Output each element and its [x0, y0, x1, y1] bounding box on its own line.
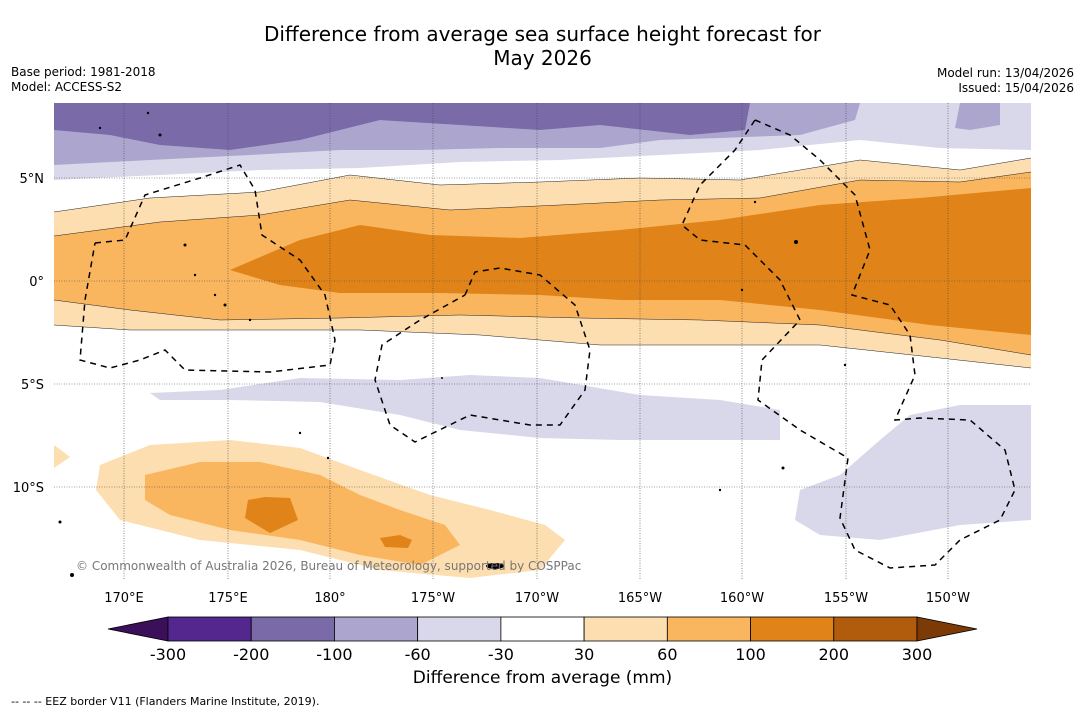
island-14: [718, 488, 722, 492]
colorbar-segment: [167, 616, 252, 642]
lon-label-180: 180°: [314, 591, 345, 606]
lon-label-175w: 175°W: [411, 591, 455, 606]
lon-label-150w: 150°W: [926, 591, 970, 606]
model-name: Model: ACCESS-S2: [11, 80, 123, 94]
contour-neg60-ne-patch: [955, 103, 1000, 130]
colorbar-segment: [250, 616, 335, 642]
island-4: [183, 243, 187, 247]
contour-lines: [54, 157, 1031, 369]
colorbar-tick-label: 60: [657, 645, 677, 664]
colorbar-tick-label: -300: [150, 645, 186, 664]
island-17: [298, 431, 302, 435]
issued-date: Issued: 15/04/2026: [958, 81, 1074, 95]
colorbar-min-arrow: [107, 616, 169, 642]
meta-right: Model run: 13/04/2026 Issued: 15/04/2026: [937, 66, 1074, 96]
island-12: [843, 363, 847, 367]
lon-label-170e: 170°E: [104, 591, 144, 606]
title-line-1: Difference from average sea surface heig…: [263, 22, 822, 46]
lat-label-0: 0°: [29, 275, 44, 290]
island-20: [486, 563, 504, 569]
colorbar: -300 -200 -100 -60 -30 30 60 100 200 300: [107, 616, 978, 664]
island-7: [223, 303, 227, 307]
island-5: [193, 273, 197, 277]
lon-labels: 170°E 175°E 180° 175°W 170°W 165°W 160°W…: [104, 591, 970, 606]
lat-label-5s: 5°S: [21, 378, 44, 393]
island-13: [781, 466, 785, 470]
colorbar-max-arrow: [916, 616, 978, 642]
colorbar-segment: [666, 616, 751, 642]
colorbar-tick-label: -200: [233, 645, 269, 664]
lat-label-10s: 10°S: [13, 481, 44, 496]
contour-neg30-south: [150, 375, 780, 440]
colorbar-tick-label: -100: [316, 645, 352, 664]
island-8: [248, 318, 252, 322]
colorbar-segment: [583, 616, 668, 642]
colorbar-ticks: -300 -200 -100 -60 -30 30 60 100 200 300: [150, 645, 932, 664]
colorbar-tick-label: 30: [574, 645, 594, 664]
colorbar-segment: [833, 616, 918, 642]
contour-pos100-south-b: [380, 535, 412, 548]
chart-title: Difference from average sea surface heig…: [0, 22, 1085, 70]
colorbar-segments: [167, 616, 918, 642]
island-18: [58, 520, 62, 524]
colorbar-segment: [334, 616, 419, 642]
copyright-notice: © Commonwealth of Australia 2026, Bureau…: [76, 559, 581, 573]
contour-fields: © Commonwealth of Australia 2026, Bureau…: [54, 103, 1031, 580]
contour-line-1: [54, 157, 1031, 213]
lon-label-170w: 170°W: [515, 591, 559, 606]
contour-pos100: [230, 188, 1031, 335]
island-16: [326, 456, 330, 460]
eez-border-central: [374, 267, 591, 443]
island-6: [213, 293, 217, 297]
eez-footnote: -- -- -- EEZ border V11 (Flanders Marine…: [11, 695, 320, 708]
colorbar-tick-label: 300: [902, 645, 933, 664]
lon-label-160w: 160°W: [720, 591, 764, 606]
contour-line-3: [54, 299, 1031, 356]
colorbar-segment: [500, 616, 585, 642]
lat-labels: 5°N 0° 5°S 10°S: [13, 172, 44, 496]
colorbar-segment: [417, 616, 502, 642]
lat-label-5n: 5°N: [20, 172, 45, 187]
islands: [58, 111, 847, 577]
colorbar-tick-label: -30: [488, 645, 514, 664]
island-19: [70, 573, 74, 577]
island-3: [98, 126, 102, 130]
colorbar-segment: [750, 616, 835, 642]
island-10: [794, 240, 798, 244]
base-period: Base period: 1981-2018: [11, 65, 156, 79]
island-2: [158, 133, 162, 137]
lon-label-165w: 165°W: [618, 591, 662, 606]
contour-pos100-south-a: [245, 497, 298, 533]
contour-pos30-west-edge: [54, 445, 70, 468]
lon-label-175e: 175°E: [208, 591, 248, 606]
island-15: [441, 377, 443, 379]
island-9: [740, 288, 744, 292]
gridlines: [54, 103, 1031, 580]
meta-left: Base period: 1981-2018 Model: ACCESS-S2: [11, 65, 156, 95]
colorbar-title: Difference from average (mm): [412, 668, 673, 688]
colorbar-tick-label: 200: [819, 645, 850, 664]
colorbar-tick-label: 100: [735, 645, 766, 664]
title-line-2: May 2026: [493, 46, 592, 70]
contour-line-4: [54, 324, 1031, 369]
model-run: Model run: 13/04/2026: [936, 66, 1074, 80]
island-1: [146, 111, 150, 115]
island-11: [753, 200, 757, 204]
lon-label-155w: 155°W: [824, 591, 868, 606]
contour-neg30-southeast: [795, 405, 1031, 540]
colorbar-tick-label: -60: [405, 645, 431, 664]
contour-line-2: [54, 171, 1031, 237]
